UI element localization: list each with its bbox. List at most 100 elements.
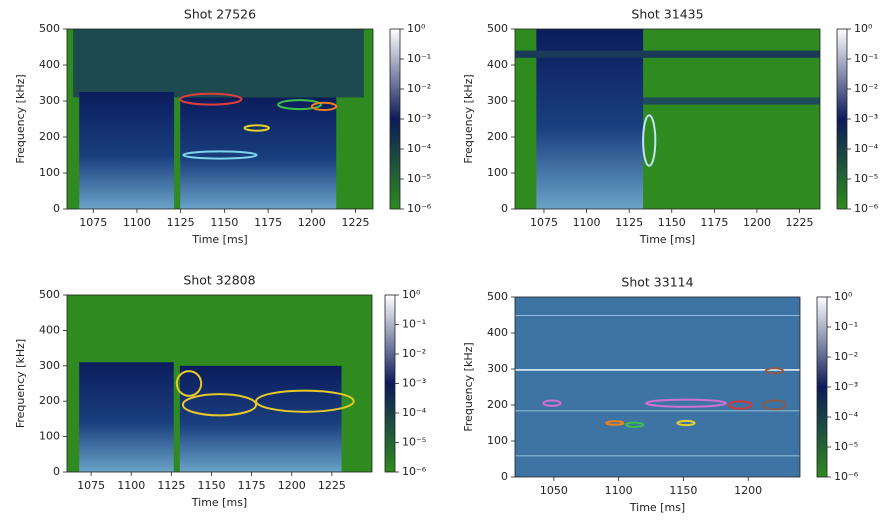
colorbar-tick-label: 10⁻⁶: [407, 202, 432, 215]
colorbar-tick-label: 10⁻³: [402, 377, 426, 390]
x-tick-label: 1150: [669, 484, 697, 497]
x-tick-label: 1200: [298, 216, 326, 229]
colorbar-tick-label: 10⁻⁵: [402, 436, 426, 449]
colorbar-tick-label: 10⁰: [402, 288, 421, 301]
x-tick-label: 1075: [530, 216, 558, 229]
colorbar-tick-label: 10⁻³: [407, 112, 431, 125]
y-tick-label: 0: [501, 202, 508, 215]
colorbar-tick-label: 10⁻⁶: [402, 465, 427, 478]
colorbar-tick-label: 10⁻²: [407, 82, 431, 95]
plot-frame: [514, 296, 801, 478]
x-axis-label: Time [ms]: [191, 233, 247, 246]
mode-contour: [179, 92, 243, 106]
colorbar-tick-label: 10⁻³: [834, 380, 858, 393]
chart-title: Shot 31435: [631, 7, 703, 22]
plot-frame: [66, 28, 374, 210]
y-axis-label: Frequency [kHz]: [462, 342, 475, 431]
x-tick-label: 1075: [79, 216, 107, 229]
mode-contour: [255, 389, 355, 413]
x-tick-label: 1175: [700, 216, 728, 229]
mode-contour: [676, 419, 696, 427]
y-tick-label: 0: [53, 202, 60, 215]
y-axis-label: Frequency [kHz]: [14, 339, 27, 428]
x-tick-label: 1150: [658, 216, 686, 229]
colorbar: [389, 28, 401, 210]
x-tick-label: 1125: [615, 216, 643, 229]
x-tick-label: 1050: [540, 484, 568, 497]
mode-contour: [310, 101, 338, 112]
colorbar-tick-label: 10⁻⁴: [854, 142, 879, 155]
y-tick-label: 300: [487, 94, 508, 107]
plot-frame: [66, 294, 373, 473]
colorbar-tick-label: 10⁻¹: [854, 52, 878, 65]
chart-title: Shot 27526: [184, 7, 256, 22]
colorbar: [836, 28, 848, 210]
y-tick-label: 400: [39, 323, 60, 336]
colorbar-tick-label: 10⁻⁴: [402, 406, 427, 419]
mode-contour: [761, 399, 787, 411]
y-tick-label: 100: [39, 430, 60, 443]
colorbar-tick-label: 10⁻⁵: [854, 172, 878, 185]
spectrogram-region: [515, 410, 800, 412]
mode-contour: [625, 421, 645, 428]
y-tick-label: 100: [487, 434, 508, 447]
y-tick-label: 500: [39, 288, 60, 301]
y-tick-label: 500: [487, 22, 508, 35]
x-tick-label: 1225: [318, 479, 346, 492]
spectrogram-region: [79, 92, 175, 209]
mode-contour: [182, 150, 258, 160]
x-axis-label: Time [ms]: [639, 233, 695, 246]
spectrogram-region: [179, 365, 342, 472]
colorbar-tick-label: 10⁻⁵: [407, 172, 431, 185]
mode-contour: [764, 367, 784, 375]
colorbar-tick-label: 10⁰: [854, 22, 873, 35]
x-tick-label: 1075: [77, 479, 105, 492]
spectrogram-region: [515, 315, 800, 316]
y-tick-label: 500: [39, 22, 60, 35]
spectrogram-region: [643, 97, 820, 105]
y-tick-label: 200: [39, 130, 60, 143]
x-tick-label: 1200: [278, 479, 306, 492]
y-tick-label: 300: [39, 94, 60, 107]
y-tick-label: 0: [501, 470, 508, 483]
x-tick-label: 1100: [123, 216, 151, 229]
colorbar-tick-label: 10⁰: [834, 290, 853, 303]
spectrogram-region: [79, 362, 174, 472]
mode-contour: [243, 124, 270, 132]
y-tick-label: 0: [53, 465, 60, 478]
y-tick-label: 200: [487, 130, 508, 143]
spectrogram-region: [515, 50, 820, 58]
x-axis-label: Time [ms]: [629, 501, 685, 514]
y-tick-label: 300: [39, 359, 60, 372]
colorbar-tick-label: 10⁻¹: [834, 320, 858, 333]
spectrogram-region: [180, 97, 337, 209]
mode-contour: [181, 393, 258, 417]
spectrogram-region: [536, 29, 644, 209]
mode-contour: [542, 399, 562, 407]
spectrogram-region: [515, 297, 800, 477]
colorbar-tick-label: 10⁻²: [402, 347, 426, 360]
mode-contour: [277, 99, 322, 111]
mode-contour: [727, 400, 753, 410]
colorbar-tick-label: 10⁻⁶: [834, 470, 859, 483]
x-tick-label: 1200: [743, 216, 771, 229]
spectrogram-region: [515, 369, 800, 371]
x-tick-label: 1225: [342, 216, 370, 229]
y-tick-label: 500: [487, 290, 508, 303]
y-axis-label: Frequency [kHz]: [462, 74, 475, 163]
x-tick-label: 1150: [197, 479, 225, 492]
chart-title: Shot 33114: [621, 275, 693, 290]
colorbar-tick-label: 10⁻¹: [407, 52, 431, 65]
x-tick-label: 1225: [786, 216, 814, 229]
x-axis-label: Time [ms]: [191, 496, 247, 509]
mode-contour: [605, 420, 625, 426]
mode-contour: [645, 398, 727, 408]
y-tick-label: 200: [39, 394, 60, 407]
colorbar-tick-label: 10⁻⁶: [854, 202, 879, 215]
y-tick-label: 300: [487, 362, 508, 375]
x-tick-label: 1175: [238, 479, 266, 492]
colorbar: [816, 296, 828, 478]
y-tick-label: 400: [487, 58, 508, 71]
y-tick-label: 200: [487, 398, 508, 411]
